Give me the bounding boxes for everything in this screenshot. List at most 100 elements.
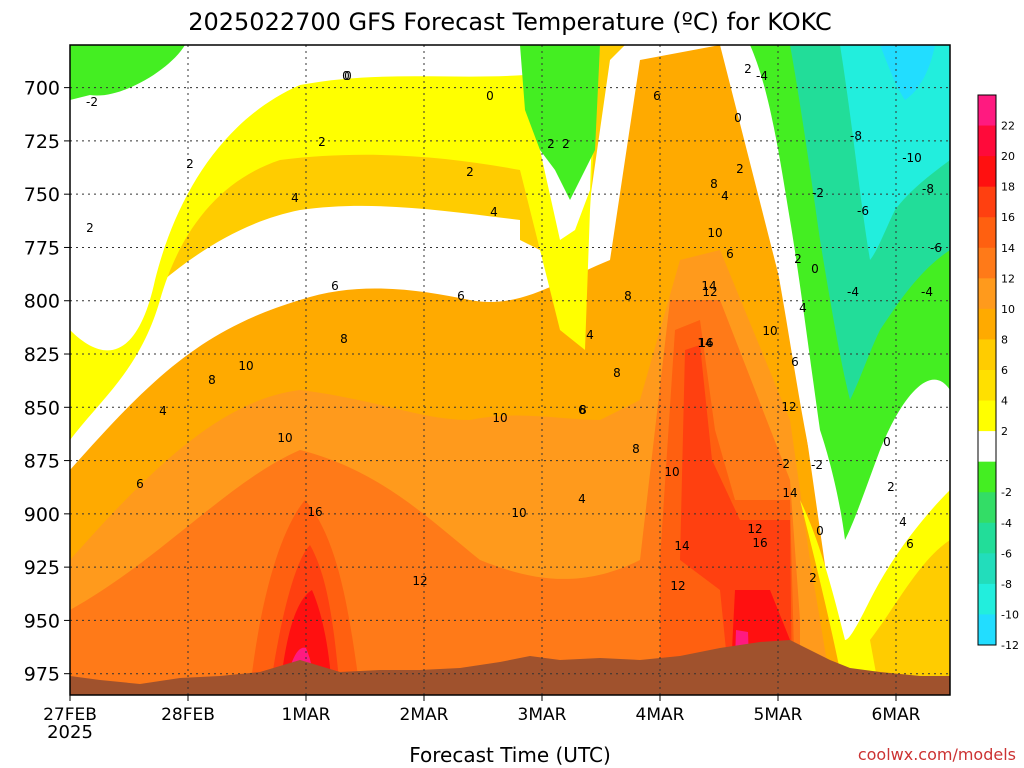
colorbar-swatch bbox=[978, 278, 996, 310]
contour-label: 6 bbox=[791, 355, 799, 369]
colorbar-label: 2 bbox=[1001, 425, 1008, 438]
contour-label: 10 bbox=[762, 324, 777, 338]
colorbar-swatch bbox=[978, 339, 996, 371]
colorbar-label: -4 bbox=[1001, 517, 1012, 530]
contour-label: 0 bbox=[816, 524, 824, 538]
contour-label: 4 bbox=[586, 328, 594, 342]
contour-label: 2 bbox=[86, 221, 94, 235]
cold-wedge-orange bbox=[870, 540, 950, 695]
colorbar-swatch bbox=[978, 583, 996, 615]
contour-label: 0 bbox=[342, 69, 350, 83]
colorbar-label: 16 bbox=[1001, 211, 1015, 224]
x-tick-label: 2MAR bbox=[400, 705, 449, 725]
contour-label: 10 bbox=[238, 359, 253, 373]
plot-area: -200222244466688101012161010842068810121… bbox=[70, 45, 950, 695]
colorbar-swatch bbox=[978, 308, 996, 340]
contour-label: 6 bbox=[136, 477, 144, 491]
terrain-fill bbox=[70, 640, 950, 695]
contour-label: 8 bbox=[613, 366, 621, 380]
y-tick-label: 825 bbox=[24, 344, 60, 366]
contour-label: 6 bbox=[578, 403, 586, 417]
y-tick-label: 800 bbox=[24, 291, 60, 313]
contour-label: 10 bbox=[511, 506, 526, 520]
colorbar-label: 20 bbox=[1001, 150, 1015, 163]
contour-label: 2 bbox=[887, 480, 895, 494]
colorbar-swatch bbox=[978, 522, 996, 554]
colorbar-swatch bbox=[978, 370, 996, 402]
colorbar-label: 18 bbox=[1001, 181, 1015, 194]
contour-label: 8 bbox=[710, 177, 718, 191]
colorbar-label: 22 bbox=[1001, 120, 1015, 133]
contour-label: -4 bbox=[921, 285, 933, 299]
cold-wedge-lightblue bbox=[880, 45, 935, 100]
contour-label: 8 bbox=[632, 442, 640, 456]
contour-label: 14 bbox=[697, 336, 712, 350]
contour-label: 8 bbox=[340, 332, 348, 346]
y-axis: 700 725 750 775 800 825 850 875 900 925 950 975 bbox=[24, 78, 70, 686]
contour-label: 12 bbox=[670, 579, 685, 593]
contour-label: 12 bbox=[702, 285, 717, 299]
colorbar-label: -8 bbox=[1001, 578, 1012, 591]
y-tick-label: 975 bbox=[24, 664, 60, 686]
colorbar-swatch bbox=[978, 400, 996, 432]
contour-label: 10 bbox=[664, 465, 679, 479]
contour-label: 4 bbox=[578, 492, 586, 506]
contour-label: 0 bbox=[811, 262, 819, 276]
x-tick-label: 5MAR bbox=[754, 705, 803, 725]
x-tick-label: 6MAR bbox=[872, 705, 921, 725]
contour-label: 6 bbox=[726, 247, 734, 261]
contour-label: 10 bbox=[277, 431, 292, 445]
contour-label: 0 bbox=[734, 111, 742, 125]
colorbar-swatch bbox=[978, 492, 996, 524]
colorbar-label: 10 bbox=[1001, 303, 1015, 316]
y-tick-label: 850 bbox=[24, 397, 60, 419]
contour-label: 0 bbox=[344, 69, 352, 83]
contour-label: 8 bbox=[579, 403, 587, 417]
contour-label: 6 bbox=[457, 289, 465, 303]
y-tick-label: 950 bbox=[24, 610, 60, 632]
colorbar-swatch bbox=[978, 461, 996, 493]
contour-label: -8 bbox=[922, 182, 934, 196]
colorbar-frame bbox=[977, 94, 997, 646]
y-tick-label: 700 bbox=[24, 78, 60, 100]
contour-label: 4 bbox=[159, 404, 167, 418]
band-10-12 bbox=[70, 300, 800, 695]
contour-label: -6 bbox=[857, 204, 869, 218]
contour-label: -2 bbox=[811, 458, 823, 472]
x-tick-label: 4MAR bbox=[636, 705, 685, 725]
colorbar-swatch bbox=[978, 156, 996, 188]
contour-label: 2 bbox=[809, 571, 817, 585]
contour-label: 16 bbox=[752, 536, 767, 550]
colorbar-swatch bbox=[978, 217, 996, 249]
y-tick-label: 750 bbox=[24, 184, 60, 206]
colorbar-swatch bbox=[978, 247, 996, 279]
colorbar-swatch bbox=[978, 553, 996, 585]
colorbar: 22 20 18 16 14 12 10 8 6 4 2 -2 -4 -6 -8 -10 -12 bbox=[977, 94, 1019, 652]
contour-label: -8 bbox=[850, 129, 862, 143]
colorbar-label: -10 bbox=[1001, 608, 1019, 621]
contour-label: 4 bbox=[899, 515, 907, 529]
contour-label: 2 bbox=[466, 165, 474, 179]
band-neg2-0 bbox=[70, 45, 600, 200]
colorbar-label: -2 bbox=[1001, 486, 1012, 499]
contour-label: 2 bbox=[562, 137, 570, 151]
contour-label: 14 bbox=[782, 486, 797, 500]
contour-label: -2 bbox=[86, 95, 98, 109]
vertical-gridlines bbox=[187, 45, 897, 695]
contour-label: -4 bbox=[847, 285, 859, 299]
contour-label: 12 bbox=[781, 400, 796, 414]
contour-label: 2 bbox=[744, 62, 752, 76]
contour-label: -2 bbox=[778, 457, 790, 471]
colorbar-swatch bbox=[978, 95, 996, 127]
contour-label: 4 bbox=[490, 205, 498, 219]
credit-text: coolwx.com/models bbox=[858, 745, 1016, 764]
contour-label: -6 bbox=[930, 241, 942, 255]
contour-label: 8 bbox=[624, 289, 632, 303]
contour-label: 10 bbox=[707, 226, 722, 240]
x-tick-label: 3MAR bbox=[518, 705, 567, 725]
contour-label: 16 bbox=[307, 505, 322, 519]
contour-label: 16 bbox=[698, 336, 713, 350]
colorbar-label: -6 bbox=[1001, 547, 1012, 560]
contour-label: 4 bbox=[291, 191, 299, 205]
